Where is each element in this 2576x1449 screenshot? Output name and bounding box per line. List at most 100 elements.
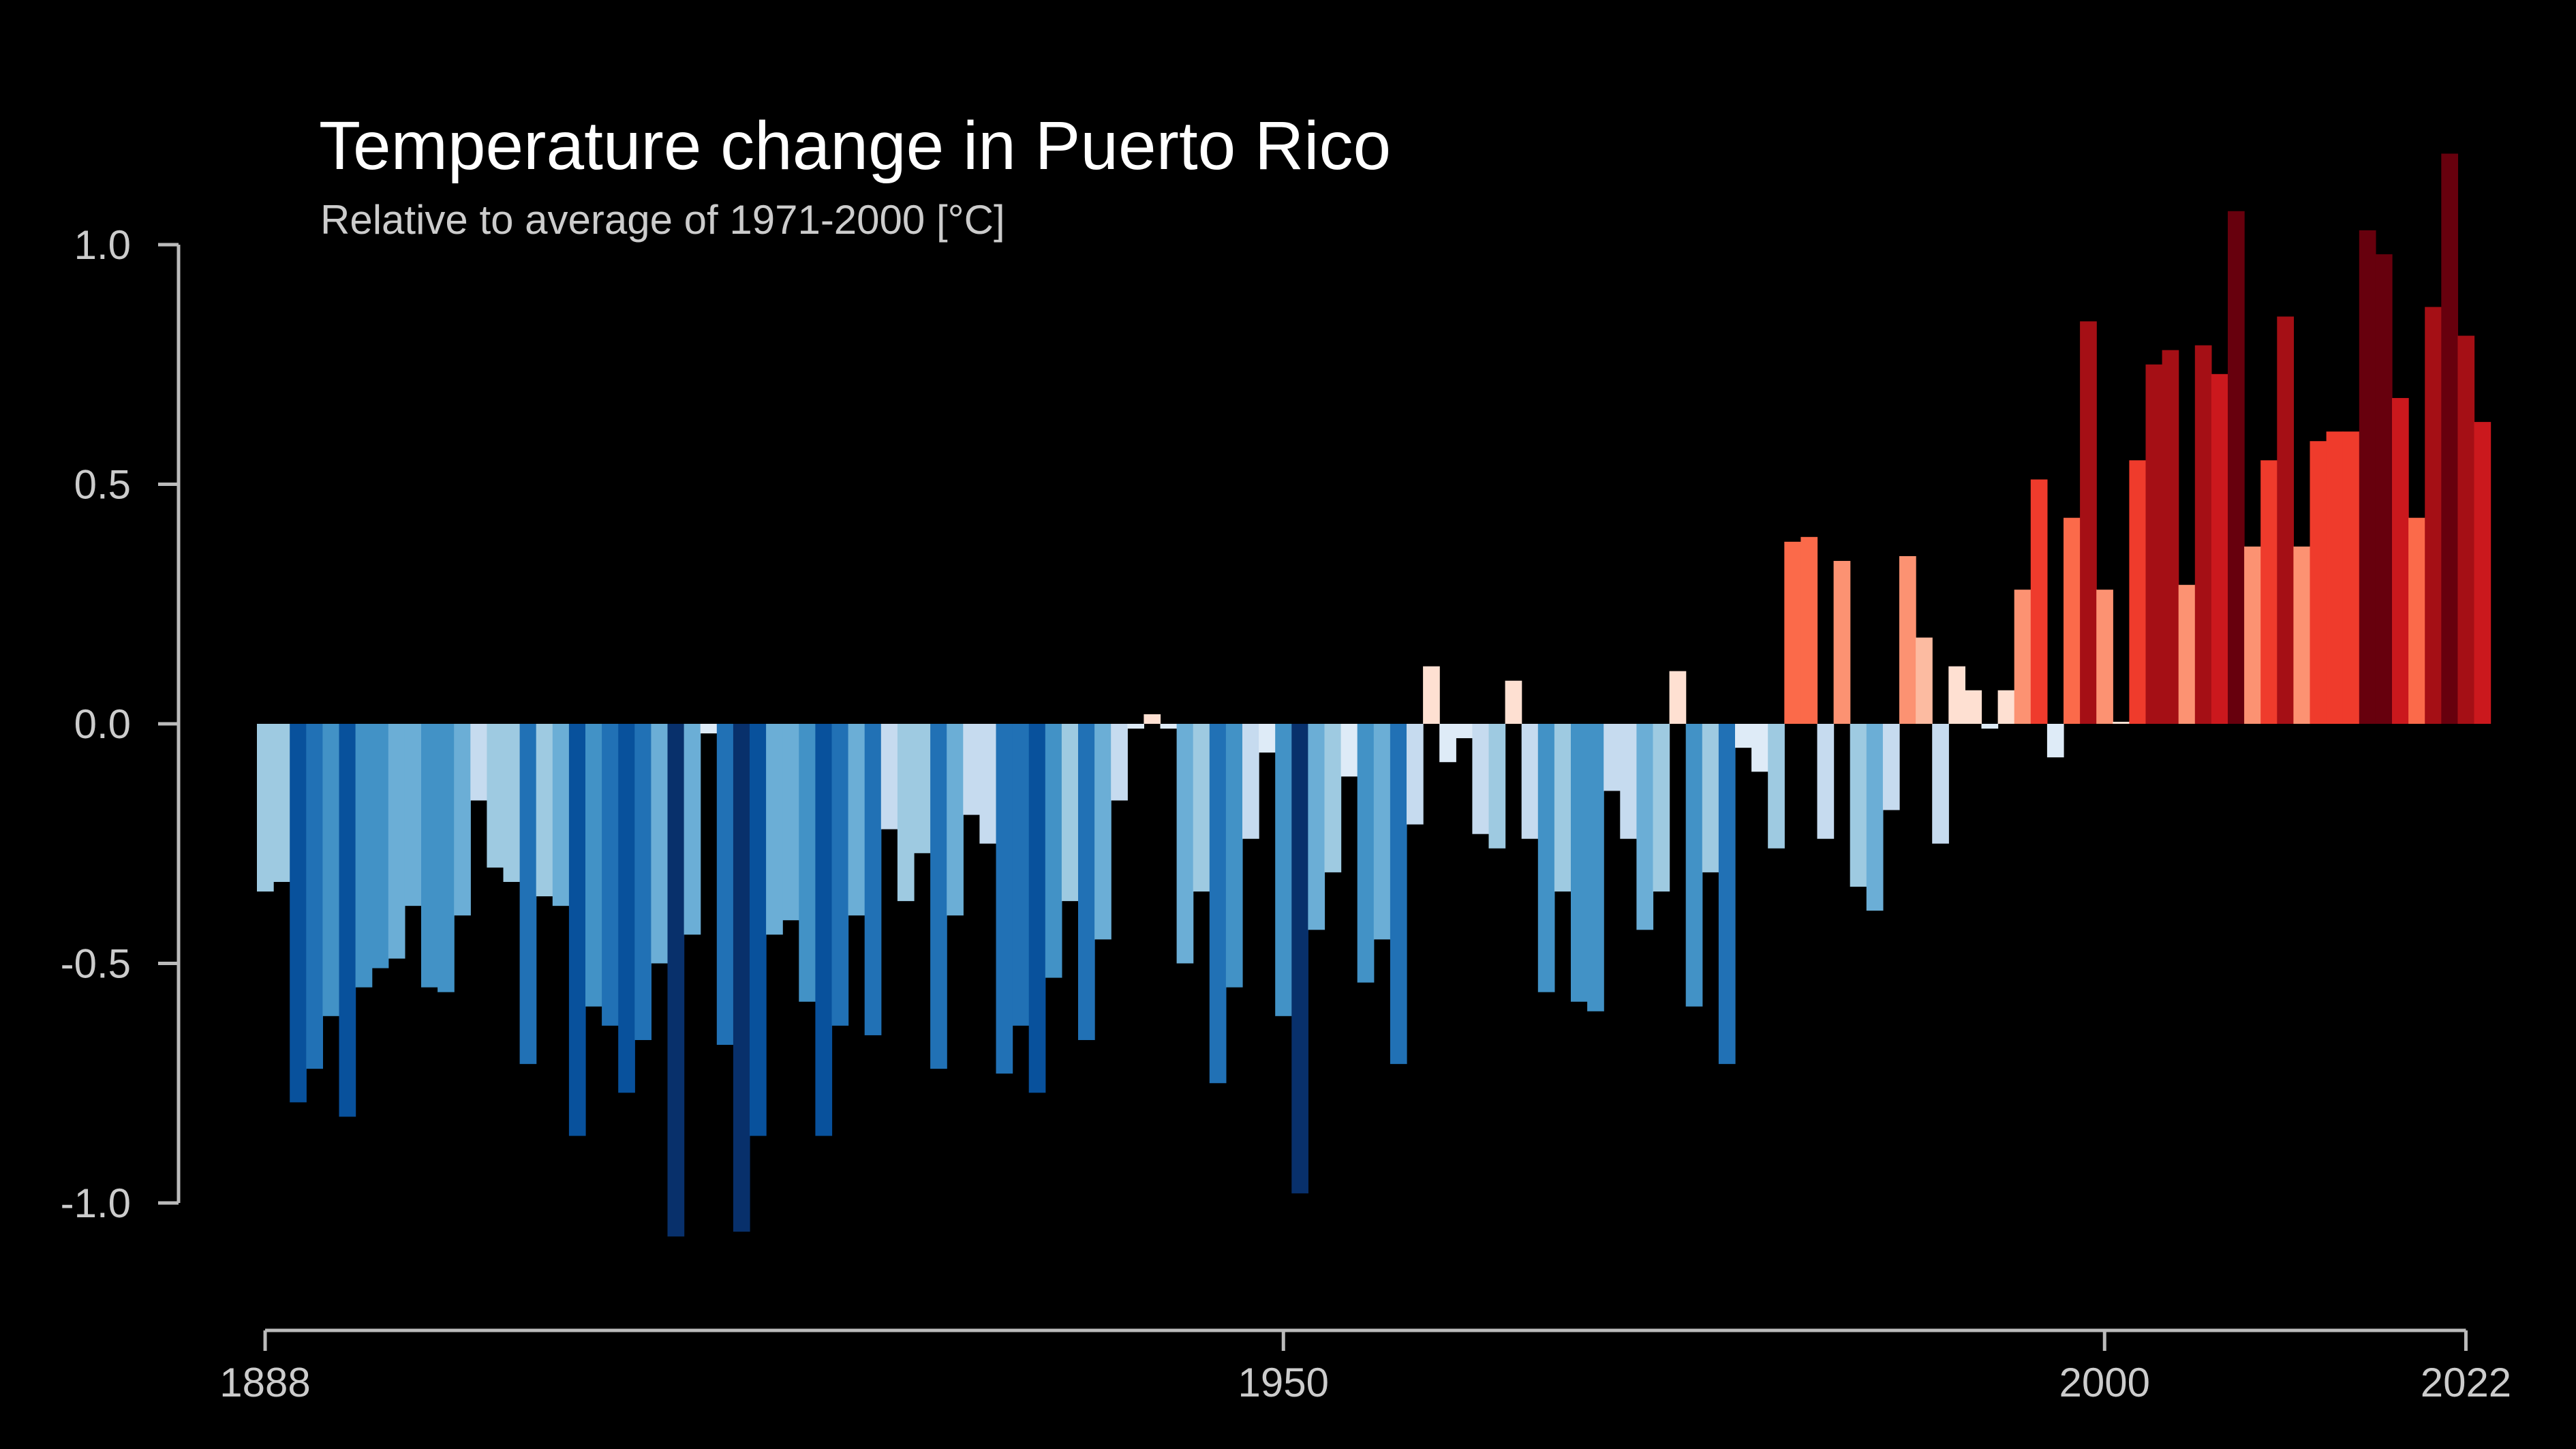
bar-2013 — [2310, 441, 2327, 724]
bar-1962 — [1472, 724, 1489, 834]
bar-1980 — [1768, 724, 1785, 849]
bar-1965 — [1522, 724, 1539, 839]
bar-2004 — [2162, 350, 2179, 724]
bar-2015 — [2343, 431, 2360, 724]
bar-1918 — [750, 724, 767, 1136]
x-tick-label: 1950 — [1238, 1360, 1329, 1405]
bar-1954 — [1341, 724, 1358, 776]
bar-1975 — [1686, 724, 1703, 1007]
bar-2018 — [2392, 398, 2409, 724]
bar-1929 — [930, 724, 947, 1069]
bar-1925 — [865, 724, 882, 1035]
bar-1902 — [487, 724, 504, 868]
bar-2019 — [2408, 518, 2425, 724]
bar-1997 — [2047, 724, 2064, 757]
bar-1937 — [1062, 724, 1079, 901]
bar-1951 — [1291, 724, 1308, 1193]
bar-1908 — [585, 724, 602, 1007]
bar-1926 — [881, 724, 898, 829]
bar-1936 — [1045, 724, 1062, 978]
bar-1897 — [405, 724, 422, 906]
bar-1895 — [372, 724, 389, 968]
bar-1946 — [1210, 724, 1227, 1083]
bar-1889 — [273, 724, 290, 882]
bar-1976 — [1702, 724, 1719, 872]
bar-1890 — [290, 724, 307, 1102]
bar-1989 — [1916, 637, 1933, 724]
bar-2020 — [2425, 307, 2442, 724]
bar-1913 — [668, 724, 685, 1236]
bar-1910 — [618, 724, 635, 1093]
bar-1894 — [356, 724, 373, 988]
bar-1891 — [306, 724, 323, 1069]
bar-1896 — [388, 724, 405, 958]
bar-1950 — [1275, 724, 1292, 1016]
bar-1909 — [602, 724, 619, 1026]
bar-1992 — [1965, 690, 1982, 724]
bar-1983 — [1818, 724, 1835, 839]
y-tick-label: 1.0 — [74, 222, 131, 268]
bar-1991 — [1948, 667, 1965, 724]
bar-1966 — [1538, 724, 1555, 992]
bar-2011 — [2277, 316, 2294, 724]
bar-1903 — [504, 724, 521, 882]
bar-1986 — [1867, 724, 1884, 911]
bar-2016 — [2359, 230, 2376, 724]
bar-1933 — [996, 724, 1013, 1073]
bar-1981 — [1784, 542, 1801, 724]
bar-1938 — [1078, 724, 1095, 1040]
bar-1982 — [1800, 537, 1818, 724]
bar-2006 — [2195, 346, 2212, 724]
bar-1911 — [634, 724, 651, 1040]
x-axis: 1888 1950 2000 2022 — [219, 1330, 2511, 1405]
bar-1898 — [421, 724, 438, 988]
bar-1972 — [1636, 724, 1653, 930]
bar-1990 — [1932, 724, 1949, 844]
bar-1893 — [339, 724, 356, 1116]
bar-2007 — [2211, 374, 2228, 724]
bar-2005 — [2179, 585, 2196, 724]
bars-layer — [257, 153, 2491, 1236]
bar-1974 — [1670, 671, 1687, 724]
bar-1967 — [1554, 724, 1571, 891]
bar-1906 — [553, 724, 570, 906]
bar-1970 — [1604, 724, 1621, 791]
chart-subtitle: Relative to average of 1971-2000 [°C] — [320, 197, 1005, 243]
bar-1924 — [848, 724, 865, 915]
bar-1900 — [454, 724, 471, 915]
bar-1914 — [684, 724, 701, 934]
bar-2010 — [2260, 460, 2278, 724]
bar-1916 — [717, 724, 734, 1045]
bar-1930 — [947, 724, 964, 915]
bar-1928 — [914, 724, 931, 853]
x-tick-label: 2000 — [2059, 1360, 2150, 1405]
bar-1907 — [569, 724, 586, 1136]
bar-2023 — [2474, 422, 2491, 724]
bar-1964 — [1505, 681, 1522, 724]
bar-1971 — [1620, 724, 1637, 839]
bar-1978 — [1735, 724, 1752, 748]
bar-1892 — [322, 724, 339, 1016]
bar-1947 — [1226, 724, 1243, 988]
bar-1949 — [1259, 724, 1276, 752]
y-axis: 1.0 0.5 0.0 -0.5 -1.0 — [61, 222, 179, 1226]
bar-1939 — [1094, 724, 1111, 939]
x-tick-label: 2022 — [2421, 1360, 2511, 1405]
bar-1917 — [733, 724, 750, 1232]
bar-1955 — [1358, 724, 1375, 983]
bar-1961 — [1456, 724, 1473, 738]
bar-1987 — [1883, 724, 1900, 810]
bar-2003 — [2146, 365, 2163, 724]
bar-1943 — [1161, 724, 1178, 729]
bar-2002 — [2129, 460, 2146, 724]
bar-1944 — [1177, 724, 1194, 964]
bar-2021 — [2441, 153, 2458, 724]
bar-1957 — [1390, 724, 1407, 1064]
bar-2014 — [2327, 431, 2344, 724]
bar-1994 — [1998, 690, 2015, 724]
bar-1959 — [1423, 667, 1440, 724]
y-tick-label: -0.5 — [61, 941, 131, 987]
bar-1969 — [1587, 724, 1604, 1011]
bar-1942 — [1144, 714, 1161, 724]
